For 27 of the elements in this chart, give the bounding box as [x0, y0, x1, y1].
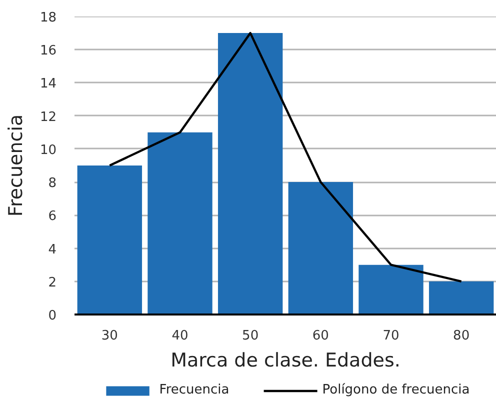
- x-tick-label: 60: [312, 328, 329, 344]
- y-axis-title: Frecuencia: [4, 114, 27, 217]
- x-tick-label: 80: [453, 328, 470, 344]
- bar: [77, 166, 142, 314]
- bar: [358, 264, 424, 314]
- y-tick-label: 16: [40, 44, 57, 59]
- y-tick-label: 10: [40, 142, 57, 158]
- bar: [218, 33, 283, 314]
- y-tick-label: 6: [48, 209, 57, 224]
- y-tick-label: 14: [40, 76, 57, 92]
- y-tick-label: 12: [40, 110, 57, 125]
- x-tick-label: 30: [101, 328, 118, 344]
- bar: [288, 182, 354, 314]
- x-tick-label: 50: [242, 328, 259, 344]
- legend-label: Frecuencia: [159, 382, 230, 398]
- y-tick-label: 8: [48, 176, 57, 192]
- bar: [428, 281, 494, 314]
- legend-label: Polígono de frecuencia: [322, 382, 470, 398]
- line-series: [108, 32, 462, 282]
- y-tick-label: 2: [48, 275, 57, 290]
- bar: [148, 132, 212, 314]
- x-tick-label: 70: [382, 328, 400, 344]
- y-tick-label: 18: [40, 10, 57, 26]
- y-tick-label: 0: [48, 308, 57, 324]
- x-tick-label: 40: [172, 328, 188, 344]
- x-axis-title: Marca de clase. Edades.: [170, 350, 400, 372]
- y-tick-label: 4: [48, 242, 57, 258]
